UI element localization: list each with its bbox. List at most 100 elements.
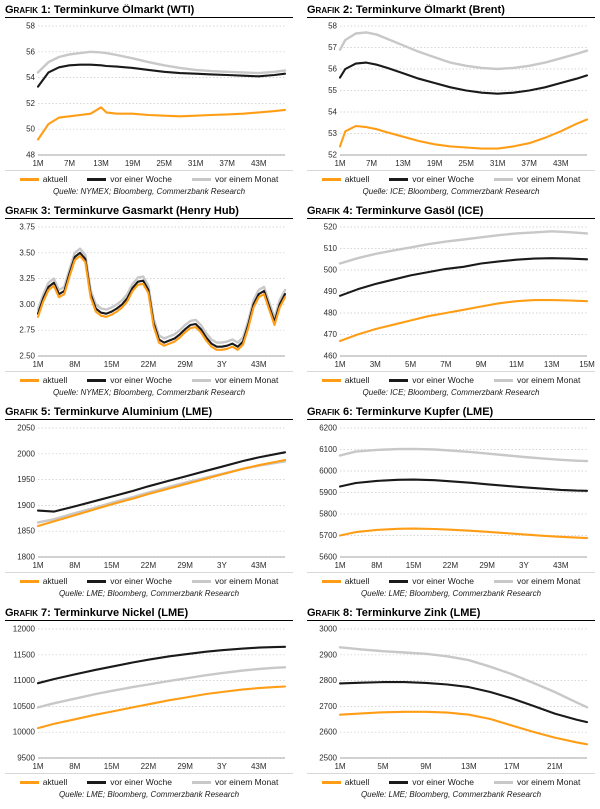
chart-panel-brent: Grafik 2: Terminkurve Ölmarkt (Brent) 52…	[307, 4, 595, 196]
y-tick-label: 52	[26, 99, 35, 108]
legend-label-vor-einer-woche: vor einer Woche	[110, 576, 172, 586]
x-tick-label: 3Y	[217, 561, 227, 570]
chart-number-label: Grafik 6:	[307, 406, 353, 418]
x-tick-label: 7M	[440, 360, 451, 369]
y-tick-label: 2.75	[19, 326, 35, 335]
source-note: Quelle: LME; Bloomberg, Commerzbank Rese…	[58, 790, 240, 799]
chart-title-text: Terminkurve Kupfer (LME)	[355, 406, 494, 418]
y-tick-label: 11000	[13, 676, 35, 685]
legend-item-aktuell: aktuell	[321, 375, 370, 385]
chart-title-text: Terminkurve Gasöl (ICE)	[355, 205, 484, 217]
legend-item-vor-einer-woche: vor einer Woche	[87, 375, 172, 385]
y-tick-label: 2050	[17, 424, 35, 433]
y-tick-label: 10500	[13, 702, 36, 711]
legend-swatch-aktuell	[321, 780, 341, 784]
y-tick-label: 1850	[17, 527, 35, 536]
legend-item-vor-einem-monat: vor einem Monat	[494, 777, 580, 787]
x-tick-label: 3Y	[217, 360, 227, 369]
y-tick-label: 1900	[17, 501, 35, 510]
y-tick-label: 3.50	[19, 248, 35, 257]
y-tick-label: 510	[324, 244, 338, 253]
x-tick-label: 5M	[377, 762, 388, 771]
x-tick-label: 7M	[366, 159, 377, 168]
legend-label-vor-einer-woche: vor einer Woche	[110, 375, 172, 385]
nickel-forward-curve-chart: 9500 10000 10500 11000 11500 12000 1M 8M 15M 22M 2…	[5, 623, 293, 773]
chart-number-label: Grafik 2:	[307, 4, 353, 16]
legend-swatch-vor-einem-monat	[494, 378, 513, 382]
chart-title: Grafik 8: Terminkurve Zink (LME)	[307, 607, 595, 621]
legend-swatch-vor-einem-monat	[192, 579, 211, 583]
series-line-vor-einem-monat	[338, 31, 589, 71]
legend-label-vor-einem-monat: vor einem Monat	[517, 576, 581, 586]
chart-legend: aktuell vor einer Woche vor einem Monat	[307, 170, 595, 185]
legend-label-aktuell: aktuell	[344, 375, 370, 385]
legend-label-vor-einer-woche: vor einer Woche	[412, 174, 474, 184]
legend-swatch-vor-einer-woche	[87, 579, 107, 583]
legend-item-vor-einem-monat: vor einem Monat	[494, 174, 580, 184]
legend-label-aktuell: aktuell	[42, 576, 68, 586]
x-tick-label: 21M	[547, 762, 563, 771]
source-note: Quelle: LME; Bloomberg, Commerzbank Rese…	[58, 589, 240, 598]
legend-label-vor-einem-monat: vor einem Monat	[517, 174, 581, 184]
y-tick-label: 58	[26, 22, 35, 31]
y-tick-label: 6000	[319, 467, 337, 476]
legend-label-vor-einer-woche: vor einer Woche	[412, 375, 474, 385]
y-tick-label: 50	[26, 125, 35, 134]
legend-swatch-vor-einem-monat	[192, 177, 211, 181]
legend-item-vor-einem-monat: vor einem Monat	[192, 375, 278, 385]
legend-item-vor-einem-monat: vor einem Monat	[192, 777, 278, 787]
y-tick-label: 2800	[319, 676, 337, 685]
legend-label-aktuell: aktuell	[344, 174, 370, 184]
chart-title: Grafik 4: Terminkurve Gasöl (ICE)	[307, 205, 595, 219]
chart-canvas: 1800 1850 1900 1950 2000 2050 1M 8M 15M 22M 29M 3Y 4…	[17, 424, 287, 570]
source-note: Quelle: ICE; Bloomberg, Commerzbank Rese…	[362, 388, 540, 397]
legend-label-aktuell: aktuell	[42, 174, 68, 184]
y-tick-label: 10000	[13, 728, 36, 737]
legend-item-vor-einer-woche: vor einer Woche	[87, 777, 172, 787]
legend-item-aktuell: aktuell	[321, 174, 370, 184]
kupfer-forward-curve-chart: 5600 5700 5800 5900 6000 6100 6200 1M 8M 15M 22M 29…	[307, 422, 595, 572]
legend-swatch-vor-einem-monat	[494, 579, 513, 583]
y-tick-label: 2600	[319, 728, 337, 737]
chart-legend: aktuell vor einer Woche vor einem Monat	[5, 572, 293, 587]
legend-swatch-aktuell	[19, 579, 39, 583]
chart-title: Grafik 5: Terminkurve Aluminium (LME)	[5, 406, 293, 420]
y-tick-label: 9500	[17, 754, 35, 763]
chart-panel-henry-hub: Grafik 3: Terminkurve Gasmarkt (Henry Hu…	[5, 205, 293, 397]
chart-panel-nickel: Grafik 7: Terminkurve Nickel (LME) 9500 1…	[5, 607, 293, 799]
legend-swatch-vor-einem-monat	[192, 378, 211, 382]
chart-canvas: 2.50 2.75 3.00 3.25 3.50 3.75 1M 8M 15M 22M 29M 3Y 4…	[19, 223, 287, 369]
x-tick-label: 5M	[405, 360, 416, 369]
x-tick-label: 1M	[32, 360, 43, 369]
series-line-vor-einer-woche	[36, 251, 287, 348]
zink-forward-curve-chart: 2500 2600 2700 2800 2900 3000 1M 5M 9M 13M 17M 21M	[307, 623, 595, 773]
x-tick-label: 22M	[141, 561, 157, 570]
chart-title-text: Terminkurve Zink (LME)	[355, 607, 481, 619]
x-tick-label: 43M	[251, 360, 267, 369]
legend-label-aktuell: aktuell	[344, 576, 370, 586]
x-tick-label: 15M	[579, 360, 595, 369]
x-tick-label: 22M	[141, 762, 157, 771]
x-tick-label: 9M	[420, 762, 431, 771]
x-tick-label: 15M	[406, 561, 422, 570]
chart-title-text: Terminkurve Nickel (LME)	[53, 607, 189, 619]
y-tick-label: 55	[328, 86, 337, 95]
y-tick-label: 3000	[319, 625, 337, 634]
legend-label-vor-einem-monat: vor einem Monat	[215, 375, 279, 385]
y-tick-label: 5800	[319, 510, 337, 519]
y-tick-label: 54	[26, 73, 35, 82]
y-tick-label: 500	[324, 266, 338, 275]
x-tick-label: 8M	[69, 762, 80, 771]
chart-legend: aktuell vor einer Woche vor einem Monat	[307, 572, 595, 587]
series-line-vor-einem-monat	[36, 50, 287, 75]
chart-title: Grafik 2: Terminkurve Ölmarkt (Brent)	[307, 4, 595, 18]
x-tick-label: 43M	[553, 159, 569, 168]
x-tick-label: 43M	[251, 159, 267, 168]
legend-swatch-vor-einer-woche	[87, 177, 107, 181]
legend-swatch-vor-einer-woche	[87, 780, 107, 784]
legend-item-vor-einem-monat: vor einem Monat	[192, 576, 278, 586]
y-tick-label: 48	[26, 151, 35, 160]
x-tick-label: 13M	[544, 360, 560, 369]
y-tick-label: 2700	[319, 702, 337, 711]
